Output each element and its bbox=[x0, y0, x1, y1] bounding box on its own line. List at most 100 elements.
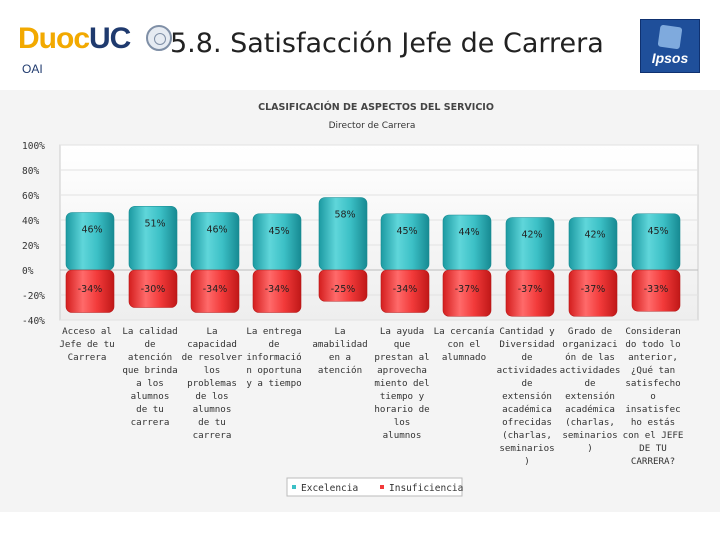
ipsos-logo: Ipsos bbox=[640, 19, 700, 73]
x-category-label: La ayuda que prestan al aprovecha miento del… bbox=[374, 326, 429, 441]
x-category-label-line: problemas bbox=[187, 378, 237, 389]
x-category-label-line: en a bbox=[329, 352, 351, 363]
x-category-label-line: Consideran bbox=[625, 326, 680, 337]
x-category-label-line: Acceso al bbox=[62, 326, 112, 337]
bar-excelencia bbox=[631, 213, 681, 271]
x-category-label-line: amabilidad bbox=[312, 339, 367, 350]
x-category-label-line: La bbox=[206, 326, 217, 337]
legend-swatch-insuficiencia bbox=[380, 485, 384, 489]
x-category-label-line: ho estás bbox=[631, 417, 675, 428]
data-label-insuficiencia: -30% bbox=[141, 284, 166, 295]
x-category-label-line: alumnos bbox=[193, 404, 232, 415]
y-tick-label: 60% bbox=[22, 191, 39, 202]
data-label-excelencia: 42% bbox=[521, 230, 542, 241]
data-label-insuficiencia: -37% bbox=[455, 284, 480, 295]
x-category-label-line: anterior, bbox=[628, 352, 678, 363]
slide-title: 5.8. Satisfacción Jefe de Carrera bbox=[170, 28, 604, 59]
bar-insuficiencia bbox=[190, 269, 240, 313]
bar-excelencia bbox=[318, 197, 368, 271]
bar-excelencia bbox=[128, 205, 178, 271]
bars: 46% 51% 46% 45% 58% 45% 44% 42% 42% 45% -34% -30% -3… bbox=[65, 197, 681, 317]
x-category-label-line: (charlas, bbox=[502, 430, 552, 441]
x-category-label-line: atención bbox=[128, 352, 172, 363]
chart-title: CLASIFICACIÓN DE ASPECTOS DEL SERVICIO bbox=[258, 101, 494, 113]
x-category-label-line: Carrera bbox=[68, 352, 107, 363]
x-category-label-line: extensión bbox=[565, 391, 615, 402]
x-axis-labels: Acceso al Jefe de tu Carrera La calidad de at… bbox=[59, 326, 683, 467]
y-tick-label: 0% bbox=[22, 266, 34, 277]
x-category-label-line: La ayuda bbox=[380, 326, 424, 337]
x-category-label-line: ) bbox=[587, 443, 593, 454]
x-category-label-line: organizaci bbox=[562, 339, 617, 350]
bar-excelencia bbox=[442, 214, 492, 271]
x-category-label-line: capacidad bbox=[187, 339, 237, 350]
bar-insuficiencia bbox=[505, 269, 555, 317]
bar-insuficiencia bbox=[318, 269, 368, 302]
data-label-excelencia: 45% bbox=[647, 226, 668, 237]
x-category-label-line: aprovecha bbox=[377, 365, 427, 376]
legend: Excelencia Insuficiencia bbox=[286, 477, 463, 497]
university-seal-icon bbox=[146, 25, 172, 51]
x-category-label-line: académica bbox=[565, 404, 615, 415]
x-category-label-line: miento del bbox=[374, 378, 429, 389]
data-label-excelencia: 45% bbox=[396, 226, 417, 237]
data-label-excelencia: 44% bbox=[458, 227, 479, 238]
data-label-excelencia: 58% bbox=[334, 210, 355, 221]
bar-excelencia bbox=[252, 213, 302, 271]
x-category-label-line: Grado de bbox=[568, 326, 612, 337]
x-category-label-line: satisfecho bbox=[625, 378, 680, 389]
x-category-label-line: Jefe de tu bbox=[59, 339, 114, 350]
x-category-label-line: ofrecidas bbox=[502, 417, 552, 428]
x-category-label: La capacidad de resolver los problemas de los… bbox=[182, 326, 243, 441]
y-tick-label: 80% bbox=[22, 166, 39, 177]
bar-excelencia bbox=[190, 212, 240, 271]
x-category-label-line: DE TU bbox=[639, 443, 667, 454]
legend-label-insuficiencia: Insuficiencia bbox=[389, 483, 463, 494]
x-category-label-line: con el bbox=[447, 339, 480, 350]
x-category-label-line: o bbox=[650, 391, 656, 402]
x-category-label-line: a los bbox=[136, 378, 164, 389]
bar-insuficiencia bbox=[65, 269, 115, 313]
x-category-label-line: seminarios bbox=[562, 430, 617, 441]
bar-insuficiencia bbox=[442, 269, 492, 317]
x-category-label-line: CARRERA? bbox=[631, 456, 675, 467]
x-category-label-line: de tu bbox=[136, 404, 164, 415]
x-category-label-line: y a tiempo bbox=[246, 378, 301, 389]
x-category-label-line: de bbox=[144, 339, 155, 350]
x-category-label: La cercanía con el alumnado bbox=[434, 326, 495, 363]
x-category-label: Acceso al Jefe de tu Carrera bbox=[59, 326, 114, 363]
x-category-label: La entrega de informació n oportuna y a tiem… bbox=[246, 326, 301, 389]
y-tick-label: 40% bbox=[22, 216, 39, 227]
bar-excelencia bbox=[505, 217, 555, 271]
bar-insuficiencia bbox=[252, 269, 302, 313]
x-category-label: Consideran do todo lo anterior, ¿Qué tan sat… bbox=[623, 326, 684, 467]
x-category-label-line: prestan al bbox=[374, 352, 429, 363]
x-category-label-line: con el JEFE bbox=[623, 430, 684, 441]
logo-uc-text: UC bbox=[89, 22, 131, 55]
data-label-insuficiencia: -37% bbox=[581, 284, 606, 295]
x-category-label-line: de resolver bbox=[182, 352, 243, 363]
x-category-label-line: de bbox=[521, 352, 532, 363]
bar-excelencia bbox=[380, 213, 430, 271]
x-category-label-line: (charlas, bbox=[565, 417, 615, 428]
x-category-label-line: académica bbox=[502, 404, 552, 415]
legend-box bbox=[286, 477, 463, 497]
x-category-label: Cantidad y Diversidad de actividades de exten… bbox=[497, 326, 558, 467]
x-category-label-line: La calidad bbox=[122, 326, 177, 337]
data-label-insuficiencia: -33% bbox=[644, 284, 669, 295]
x-category-label-line: do todo lo bbox=[625, 339, 680, 350]
chart-subtitle: Director de Carrera bbox=[329, 121, 416, 131]
x-category-label-line: La cercanía bbox=[434, 326, 495, 337]
bar-excelencia bbox=[65, 212, 115, 271]
x-category-label-line: horario de bbox=[374, 404, 429, 415]
data-label-insuficiencia: -37% bbox=[518, 284, 543, 295]
x-category-label-line: alumnos bbox=[131, 391, 170, 402]
x-category-label-line: informació bbox=[246, 352, 301, 363]
x-category-label-line: ¿Qué tan bbox=[631, 365, 675, 376]
y-tick-label: -40% bbox=[22, 316, 45, 327]
data-label-insuficiencia: -34% bbox=[265, 284, 290, 295]
x-category-label-line: que bbox=[394, 339, 411, 350]
data-label-excelencia: 46% bbox=[206, 225, 227, 236]
x-category-label-line: de bbox=[521, 378, 532, 389]
x-category-label-line: de bbox=[268, 339, 279, 350]
